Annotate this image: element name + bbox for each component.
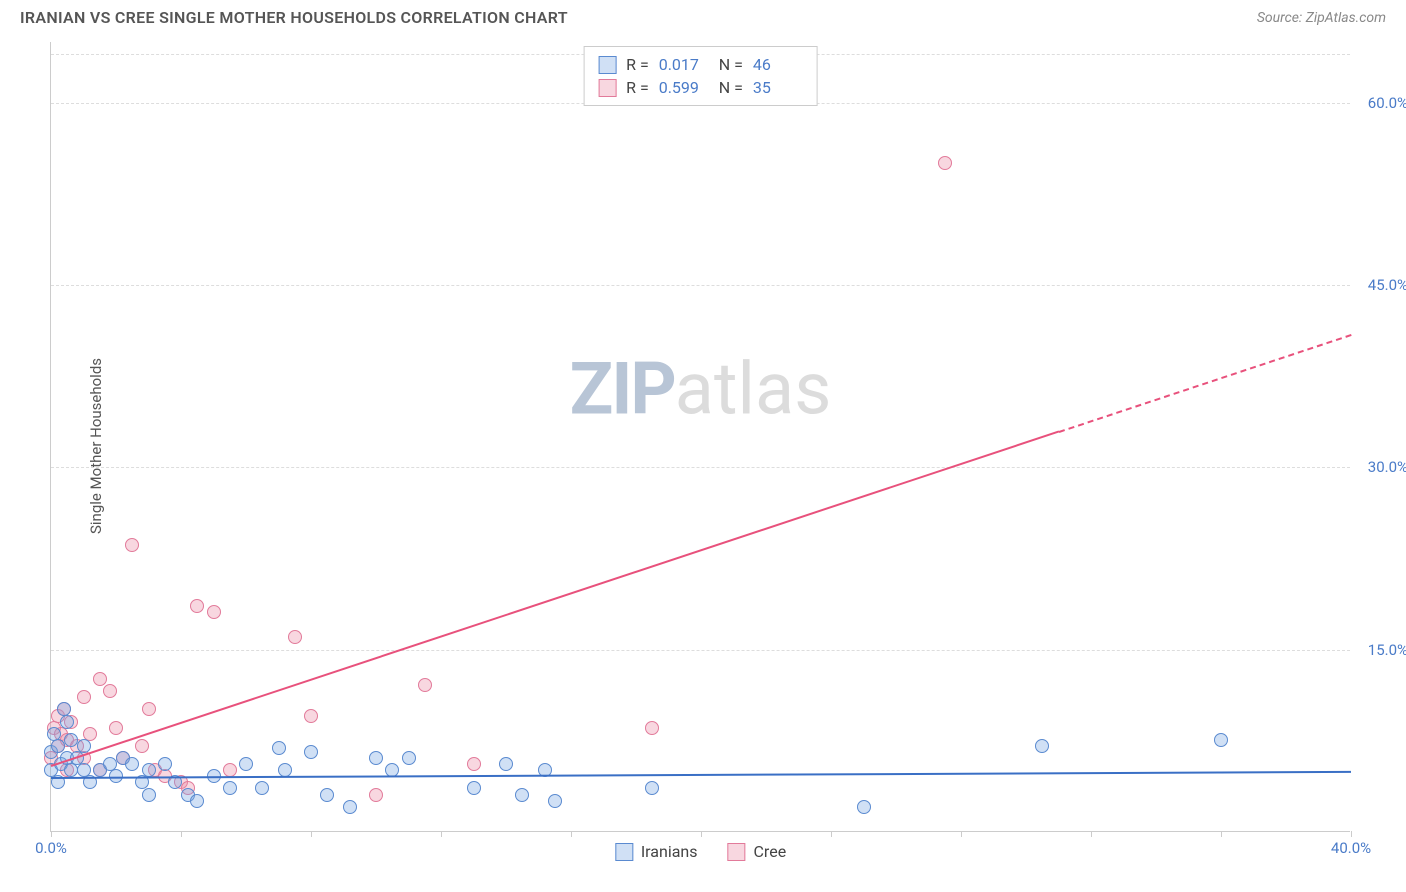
y-tick-label: 30.0% xyxy=(1368,458,1406,476)
watermark-atlas: atlas xyxy=(675,347,832,432)
data-point-iranians xyxy=(1035,739,1049,753)
x-tick xyxy=(311,831,312,837)
gridline xyxy=(51,467,1350,468)
watermark: ZIPatlas xyxy=(570,347,832,432)
data-point-iranians xyxy=(1214,733,1228,747)
legend-stats-row-cree: R = 0.599 N = 35 xyxy=(598,76,803,99)
data-point-cree xyxy=(77,690,91,704)
data-point-cree xyxy=(190,599,204,613)
data-point-iranians xyxy=(320,788,334,802)
data-point-iranians xyxy=(369,751,383,765)
x-tick xyxy=(1351,831,1352,837)
data-point-iranians xyxy=(499,757,513,771)
chart-area: ZIPatlas R = 0.017 N = 46 R = 0.599 N = … xyxy=(50,42,1350,832)
data-point-cree xyxy=(142,702,156,716)
data-point-iranians xyxy=(304,745,318,759)
trendline-cree xyxy=(51,431,1059,767)
x-tick xyxy=(571,831,572,837)
legend-swatch-iranians-icon xyxy=(615,843,633,861)
n-value-cree: 35 xyxy=(753,78,803,97)
x-tick xyxy=(1221,831,1222,837)
data-point-iranians xyxy=(190,794,204,808)
x-tick xyxy=(1091,831,1092,837)
data-point-iranians xyxy=(64,733,78,747)
legend-item-cree: Cree xyxy=(728,842,787,861)
x-tick xyxy=(51,831,52,837)
x-tick-label: 40.0% xyxy=(1331,839,1371,857)
data-point-cree xyxy=(645,721,659,735)
source-text: Source: ZipAtlas.com xyxy=(1257,10,1386,26)
x-tick xyxy=(961,831,962,837)
data-point-cree xyxy=(135,739,149,753)
data-point-iranians xyxy=(645,781,659,795)
r-label: R = xyxy=(626,55,649,74)
data-point-iranians xyxy=(402,751,416,765)
data-point-iranians xyxy=(64,763,78,777)
chart-title: IRANIAN VS CREE SINGLE MOTHER HOUSEHOLDS… xyxy=(20,8,568,27)
data-point-cree xyxy=(93,672,107,686)
data-point-iranians xyxy=(142,763,156,777)
legend-swatch-cree-icon xyxy=(728,843,746,861)
x-tick xyxy=(441,831,442,837)
legend-series: Iranians Cree xyxy=(615,842,786,861)
r-label: R = xyxy=(626,78,649,97)
y-tick-label: 15.0% xyxy=(1368,641,1406,659)
data-point-iranians xyxy=(125,757,139,771)
n-label: N = xyxy=(719,78,743,97)
data-point-cree xyxy=(109,721,123,735)
data-point-cree xyxy=(223,763,237,777)
data-point-cree xyxy=(125,538,139,552)
data-point-iranians xyxy=(272,741,286,755)
data-point-cree xyxy=(938,156,952,170)
data-point-iranians xyxy=(548,794,562,808)
data-point-iranians xyxy=(239,757,253,771)
legend-stats-row-iranians: R = 0.017 N = 46 xyxy=(598,53,803,76)
trendline-cree-dash xyxy=(1058,334,1351,433)
data-point-cree xyxy=(103,684,117,698)
n-value-iranians: 46 xyxy=(753,55,803,74)
data-point-iranians xyxy=(857,800,871,814)
x-tick xyxy=(181,831,182,837)
legend-item-iranians: Iranians xyxy=(615,842,698,861)
y-tick-label: 45.0% xyxy=(1368,276,1406,294)
data-point-iranians xyxy=(467,781,481,795)
title-bar: IRANIAN VS CREE SINGLE MOTHER HOUSEHOLDS… xyxy=(0,0,1406,31)
watermark-zip: ZIP xyxy=(570,347,675,432)
r-value-iranians: 0.017 xyxy=(659,55,709,74)
data-point-iranians xyxy=(142,788,156,802)
x-tick xyxy=(701,831,702,837)
data-point-cree xyxy=(369,788,383,802)
gridline xyxy=(51,650,1350,651)
data-point-iranians xyxy=(343,800,357,814)
data-point-cree xyxy=(207,605,221,619)
data-point-cree xyxy=(418,678,432,692)
data-point-iranians xyxy=(51,739,65,753)
data-point-iranians xyxy=(60,715,74,729)
data-point-iranians xyxy=(515,788,529,802)
y-tick-label: 60.0% xyxy=(1368,94,1406,112)
data-point-cree xyxy=(467,757,481,771)
trendline-iranians xyxy=(51,771,1351,779)
r-value-cree: 0.599 xyxy=(659,78,709,97)
legend-label-cree: Cree xyxy=(754,842,787,861)
x-tick-label: 0.0% xyxy=(35,839,67,857)
legend-stats: R = 0.017 N = 46 R = 0.599 N = 35 xyxy=(583,46,818,106)
data-point-iranians xyxy=(223,781,237,795)
data-point-cree xyxy=(304,709,318,723)
data-point-iranians xyxy=(158,757,172,771)
legend-swatch-cree xyxy=(598,79,616,97)
gridline xyxy=(51,285,1350,286)
legend-swatch-iranians xyxy=(598,56,616,74)
data-point-iranians xyxy=(255,781,269,795)
data-point-iranians xyxy=(77,739,91,753)
n-label: N = xyxy=(719,55,743,74)
data-point-cree xyxy=(288,630,302,644)
legend-label-iranians: Iranians xyxy=(641,842,698,861)
x-tick xyxy=(831,831,832,837)
